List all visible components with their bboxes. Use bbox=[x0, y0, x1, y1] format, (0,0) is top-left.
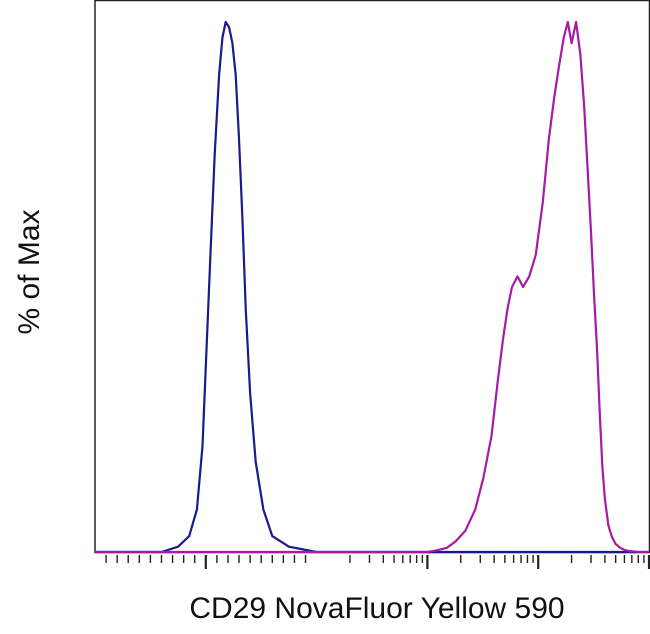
x-axis-title: CD29 NovaFluor Yellow 590 bbox=[189, 592, 565, 625]
histogram-series-1 bbox=[95, 20, 649, 554]
y-axis-title: % of Max bbox=[13, 209, 46, 335]
series-layer bbox=[95, 20, 649, 554]
x-axis-ticks bbox=[105, 555, 650, 569]
plot-frame bbox=[94, 0, 650, 554]
histogram-series-2 bbox=[95, 20, 649, 554]
